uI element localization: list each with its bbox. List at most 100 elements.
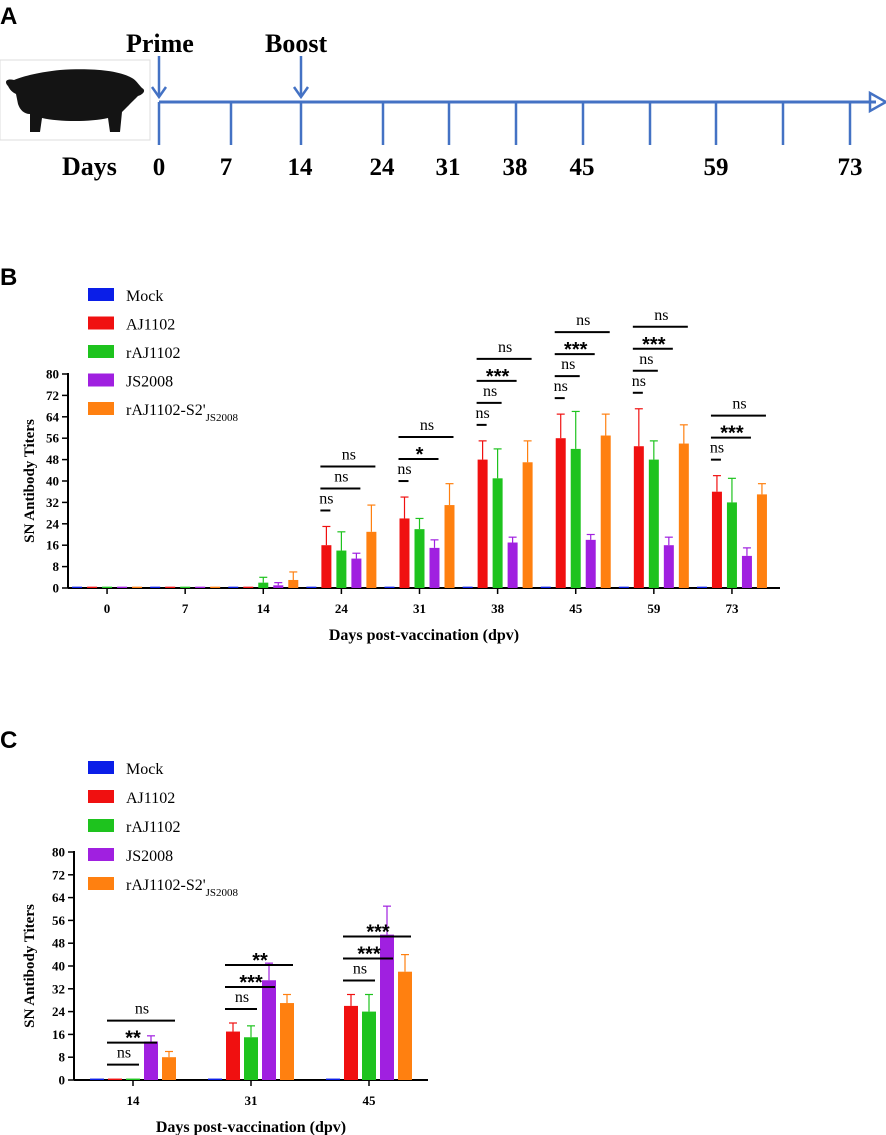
legend-swatch [88, 288, 114, 301]
timeline-day-59: 59 [704, 154, 729, 181]
significance-label: *** [366, 922, 390, 944]
bar [108, 1078, 122, 1080]
significance-label: * [416, 444, 424, 466]
y-tick-label: 16 [46, 538, 60, 553]
timeline-day-7: 7 [220, 154, 233, 181]
bar [711, 491, 722, 588]
timeline-ticks [157, 102, 852, 145]
timeline-day-73: 73 [838, 154, 863, 181]
significance-label: *** [357, 944, 381, 966]
significance-label: ns [561, 356, 575, 373]
legend-swatch [88, 316, 114, 330]
timeline-day-0: 0 [153, 154, 166, 181]
significance-label: ns [732, 396, 746, 413]
y-tick-label: 72 [52, 867, 65, 882]
bar [462, 586, 473, 588]
x-tick-label: 24 [335, 601, 349, 616]
timeline-day-38: 38 [503, 154, 528, 181]
y-tick-label: 72 [46, 388, 59, 403]
y-tick-label: 0 [59, 1073, 66, 1088]
legend-subscript: JS2008 [206, 887, 239, 899]
bar [507, 542, 518, 588]
significance-label: *** [564, 339, 588, 361]
series-aj1102 [87, 408, 722, 588]
significance-label: ns [498, 339, 512, 356]
legend-label: rAJ1102 [126, 345, 181, 362]
significance-label: ns [576, 312, 590, 329]
series-mock [90, 1078, 340, 1080]
y-tick-label: 8 [53, 559, 60, 574]
prime-arrow [150, 56, 168, 100]
legend-swatch [88, 373, 114, 387]
pig-silhouette [6, 69, 145, 132]
legend-item-js2008: JS2008 [88, 848, 173, 865]
series-js2008 [117, 533, 752, 588]
legend-item-raj1102-s2: rAJ1102-S2'JS2008 [88, 402, 239, 424]
bar [258, 582, 269, 588]
bar [429, 547, 440, 588]
significance-label: ns [420, 417, 434, 434]
significance-annotations: nsnsnsns*nsnsns***nsnsns***nsnsns***nsns… [319, 307, 766, 512]
timeline-day-45: 45 [570, 154, 595, 181]
significance-label: ns [334, 468, 348, 485]
bar [477, 459, 488, 588]
bar [210, 586, 221, 588]
y-tick-label: 40 [46, 474, 59, 489]
bar [321, 545, 332, 588]
y-tick-label: 80 [52, 845, 65, 860]
bar [326, 1078, 340, 1080]
legend-subscript: JS2008 [206, 412, 239, 424]
legend-item-aj1102: AJ1102 [88, 790, 175, 807]
x-tick-label: 31 [245, 1093, 258, 1108]
bar [336, 550, 347, 588]
series-raj1102-s2 [162, 953, 412, 1080]
x-tick-label: 14 [127, 1093, 141, 1108]
x-tick-label: 73 [725, 601, 739, 616]
bar [144, 1041, 158, 1080]
y-tick-label: 48 [52, 936, 66, 951]
y-tick-label: 24 [52, 1004, 66, 1019]
y-tick-label: 32 [46, 495, 59, 510]
bar [126, 1078, 140, 1080]
bar [280, 1003, 294, 1080]
bar [162, 1057, 176, 1080]
bar [399, 518, 410, 588]
y-tick-label: 48 [46, 452, 60, 467]
significance-label: ns [554, 378, 568, 395]
legend-swatch [88, 402, 114, 415]
legend-item-mock: Mock [88, 761, 163, 778]
bar [306, 586, 317, 588]
bar [90, 1078, 104, 1080]
significance-label: ns [710, 440, 724, 457]
bar [741, 555, 752, 588]
bar [180, 586, 191, 588]
bar [150, 586, 161, 588]
significance-label: ns [483, 383, 497, 400]
x-axis-label: Days post-vaccination (dpv) [156, 1119, 346, 1135]
series-aj1102 [108, 993, 358, 1080]
significance-label: *** [642, 334, 666, 356]
panel-c-label: C [0, 727, 17, 754]
legend-item-raj1102-s2: rAJ1102-S2'JS2008 [88, 877, 239, 899]
legend-label: JS2008 [126, 848, 173, 865]
bar [444, 505, 455, 588]
legend-item-aj1102: AJ1102 [88, 316, 175, 334]
legend-label: Mock [126, 761, 163, 778]
bar [648, 459, 659, 588]
bar [195, 586, 206, 588]
bar [273, 585, 284, 588]
legend-swatch [88, 848, 114, 861]
y-axis-label: SN Antibody Titers [22, 904, 38, 1028]
bar [72, 586, 83, 588]
bar [696, 586, 707, 588]
legend-swatch [88, 345, 114, 358]
x-tick-label: 0 [104, 601, 111, 616]
bar [570, 448, 581, 588]
prime-label: Prime [126, 29, 194, 58]
significance-label: ns [397, 461, 411, 478]
panel-a-label: A [0, 3, 17, 30]
significance-label: *** [239, 972, 263, 994]
significance-label: ns [342, 446, 356, 463]
